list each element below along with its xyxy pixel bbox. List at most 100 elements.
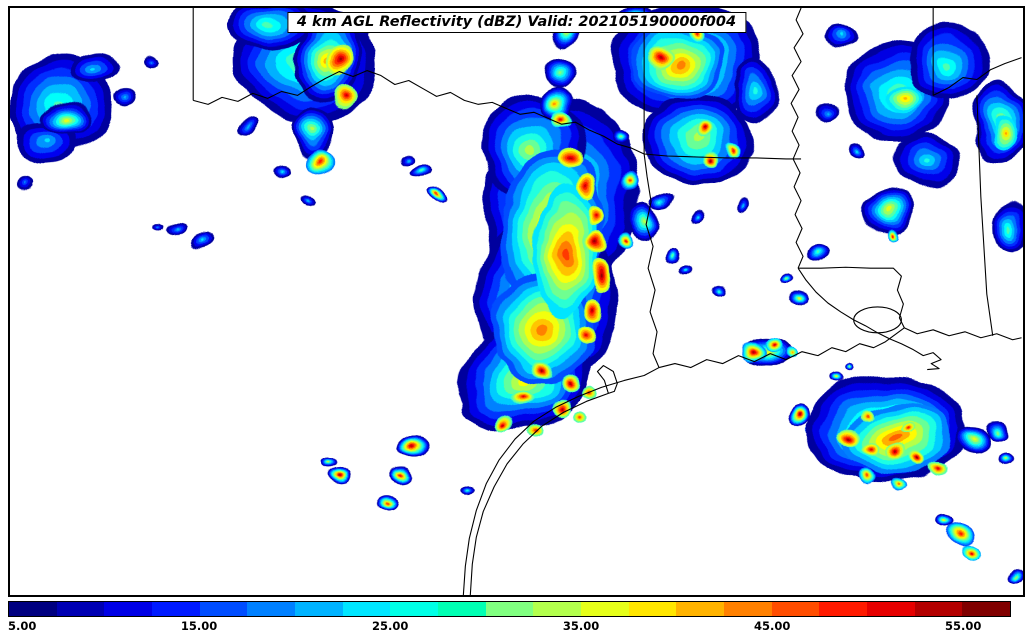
radar-echo-ring — [924, 159, 931, 165]
radar-echo-ring — [558, 406, 561, 409]
radar-echo-ring — [320, 160, 323, 164]
radar-echo-ring — [796, 296, 800, 300]
radar-echo-ring — [891, 487, 894, 490]
radar-echo-ring — [765, 348, 771, 352]
radar-echo-ring — [816, 250, 820, 253]
radar-echo-ring — [342, 94, 346, 97]
radar-echo-ring — [657, 56, 661, 59]
radar-echo-ring — [594, 213, 597, 216]
radar-echo-ring — [742, 203, 745, 206]
state-border-line — [643, 153, 660, 368]
state-border-line — [798, 266, 905, 329]
radar-echo-ring — [337, 55, 341, 60]
radar-echo-ring — [884, 209, 891, 214]
colorbar-segment — [581, 602, 629, 616]
radar-echo-ring — [399, 475, 402, 478]
radar-echo-ring — [970, 437, 974, 441]
radar-echo-ring — [942, 59, 952, 67]
radar-echo-ring — [1005, 457, 1008, 461]
radar-echo-ring — [861, 477, 864, 480]
radar-echo-ring — [384, 501, 388, 504]
state-border-line — [469, 392, 609, 595]
radar-echo-ring — [717, 286, 720, 290]
colorbar-segment — [533, 602, 582, 616]
colorbar-segment — [771, 602, 820, 616]
radar-echo-ring — [624, 242, 627, 245]
radar-echo-ring — [935, 467, 939, 471]
radar-echo-ring — [628, 177, 631, 181]
radar-echoes — [10, 8, 1023, 583]
radar-echo-ring — [24, 185, 27, 188]
colorbar-segment — [56, 602, 105, 616]
radar-echo-ring — [596, 243, 599, 246]
colorbar-segment — [247, 602, 296, 616]
state-border-line — [658, 327, 1022, 369]
colorbar-segment — [390, 602, 439, 616]
radar-echo-ring — [593, 307, 596, 311]
radar-echo-ring — [997, 427, 1001, 431]
radar-echo-ring — [826, 111, 830, 114]
radar-echo-ring — [906, 427, 909, 431]
state-border-line — [932, 57, 1022, 96]
colorbar-segment — [867, 602, 915, 616]
radar-echo-ring — [467, 485, 470, 488]
radar-echo-ring — [537, 322, 548, 334]
radar-echo-ring — [697, 213, 700, 216]
radar-svg — [10, 8, 1023, 595]
colorbar-segment — [9, 602, 57, 616]
radar-echo-ring — [568, 382, 571, 385]
colorbar-segment — [104, 602, 153, 616]
radar-echo-ring — [243, 125, 247, 129]
radar-echo-ring — [43, 139, 49, 145]
state-border-line — [596, 365, 618, 394]
radar-echo-ring — [1000, 130, 1003, 134]
colorbar-tick-label: 35.00 — [562, 619, 600, 633]
lake-outline — [853, 306, 902, 334]
colorbar-segment — [914, 602, 963, 616]
radar-echo-ring — [618, 135, 621, 139]
radar-echo-ring — [839, 380, 842, 383]
radar-echo-ring — [598, 276, 601, 280]
radar-echo-ring — [543, 366, 546, 369]
radar-echo-ring — [283, 167, 286, 171]
state-border-line — [790, 8, 804, 269]
radar-echo-ring — [124, 96, 127, 99]
colorbar — [8, 601, 1011, 617]
radar-echo-ring — [562, 244, 569, 258]
map-frame: 4 km AGL Reflectivity (dBZ) Valid: 20210… — [8, 6, 1025, 597]
radar-echo-ring — [405, 157, 408, 161]
radar-echo-ring — [871, 447, 874, 451]
radar-echo-ring — [673, 253, 677, 256]
colorbar-segment — [724, 602, 772, 616]
radar-echo-ring — [851, 368, 854, 371]
radar-echo-ring — [586, 332, 589, 335]
radar-echo-ring — [896, 452, 899, 456]
colorbar-segment — [342, 602, 391, 616]
radar-echo-ring — [916, 459, 919, 463]
radar-echo-ring — [892, 435, 903, 443]
radar-echo-ring — [657, 200, 661, 203]
colorbar-tick-label: 45.00 — [753, 619, 791, 633]
radar-echo-ring — [732, 150, 735, 154]
radar-echo-ring — [640, 219, 644, 224]
radar-echo-ring — [149, 61, 152, 64]
colorbar-segment — [199, 602, 248, 616]
plot-title: 4 km AGL Reflectivity (dBZ) Valid: 20210… — [296, 14, 737, 30]
colorbar-segment — [819, 602, 868, 616]
radar-echo-ring — [970, 552, 974, 555]
radar-echo-ring — [518, 396, 522, 399]
colorbar-segment — [295, 602, 343, 616]
radar-echo-ring — [900, 96, 905, 99]
radar-echo-ring — [1011, 224, 1015, 229]
radar-echo-ring — [702, 130, 705, 134]
colorbar-segment — [962, 602, 1011, 616]
radar-echo-ring — [960, 532, 964, 535]
radar-echo-ring — [571, 157, 574, 161]
title-box: 4 km AGL Reflectivity (dBZ) Valid: 20210… — [286, 12, 747, 33]
colorbar-segment — [676, 602, 725, 616]
radar-echo-ring — [435, 193, 438, 196]
radar-echo-ring — [752, 348, 755, 351]
state-borders — [192, 8, 1022, 595]
radar-echo-ring — [419, 170, 422, 174]
radar-echo-ring — [588, 187, 591, 190]
